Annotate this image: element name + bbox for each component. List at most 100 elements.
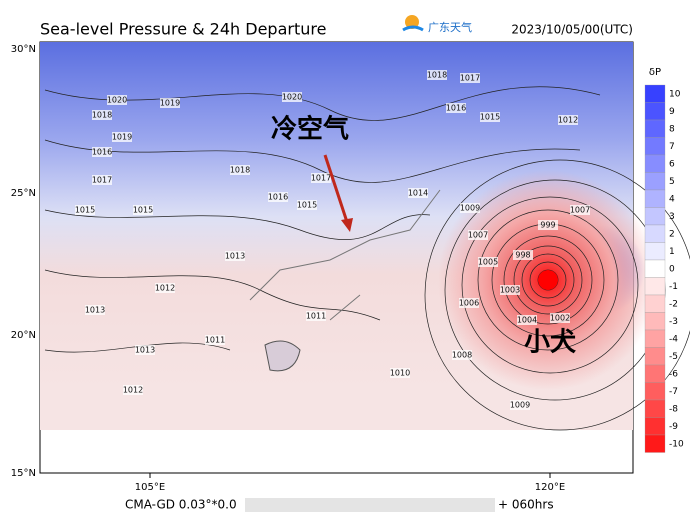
contour-label-bg	[570, 205, 590, 215]
contour-label: 1020	[282, 93, 302, 102]
colorbar-tick-label: 3	[669, 212, 675, 222]
lat-label: 20°N	[11, 330, 36, 341]
contour-label-bg	[282, 92, 302, 102]
contour-label-bg	[468, 230, 488, 240]
contour-label-bg	[205, 335, 225, 345]
hainan-island	[264, 340, 301, 372]
colorbar-tick-label: 7	[669, 142, 675, 152]
contour-label-bg	[513, 250, 533, 260]
contour-label: 1003	[500, 286, 520, 295]
contour-label: 1018	[230, 166, 250, 175]
contour-label-bg	[452, 350, 472, 360]
colorbar-cell	[644, 224, 666, 243]
contour-label-bg	[550, 313, 570, 323]
contour-label: 1015	[133, 206, 153, 215]
contour-label: 1020	[107, 96, 127, 105]
contour-label: 1017	[92, 176, 112, 185]
contour-label-bg	[92, 175, 112, 185]
colorbar-cell	[644, 277, 666, 296]
contour-label: 1016	[446, 104, 466, 113]
contour-label: 1018	[92, 111, 112, 120]
contour-label-bg	[306, 311, 326, 321]
contour-label-bg	[160, 98, 180, 108]
contour-label: 1012	[155, 284, 175, 293]
colorbar-cell	[644, 329, 666, 348]
colorbar-cell	[644, 294, 666, 313]
contour-label: 1002	[550, 314, 570, 323]
colorbar-tick-label: 10	[669, 89, 681, 99]
contour-label: 1013	[135, 346, 155, 355]
lon-label: 105°E	[135, 482, 165, 493]
contour-label: 999	[540, 221, 555, 230]
contour-label-bg	[92, 147, 112, 157]
contour-label-bg	[460, 73, 480, 83]
colorbar-tick-label: -5	[669, 352, 678, 362]
contour-label: 1010	[390, 369, 410, 378]
colorbar-cell	[644, 207, 666, 226]
colorbar-tick-label: -6	[669, 369, 678, 379]
contour-label-bg	[297, 200, 317, 210]
lat-label: 25°N	[11, 188, 36, 199]
contour-label: 1015	[75, 206, 95, 215]
colorbar-tick-label: 9	[669, 107, 675, 117]
cold-air-label: 冷空气	[271, 114, 349, 145]
contour-label: 1012	[558, 116, 578, 125]
contour-label-bg	[478, 257, 498, 267]
lon-label: 120°E	[535, 482, 565, 493]
contour-label-bg	[510, 400, 530, 410]
contour-label-bg	[408, 188, 428, 198]
colorbar-tick-label: -2	[669, 299, 678, 309]
colorbar-cell	[644, 434, 666, 453]
colorbar-cell	[644, 84, 666, 103]
lat-label: 30°N	[11, 44, 36, 55]
colorbar-cell	[644, 102, 666, 121]
contour-label-bg	[155, 283, 175, 293]
contour-label: 998	[515, 251, 530, 260]
contour-label: 1007	[570, 206, 590, 215]
contour-label: 1017	[460, 74, 480, 83]
colorbar-cell	[644, 189, 666, 208]
title: Sea-level Pressure & 24h Departure	[40, 20, 326, 39]
colorbar-tick-label: 2	[669, 229, 675, 239]
colorbar-cell	[644, 399, 666, 418]
contour-label: 1007	[468, 231, 488, 240]
colorbar-tick-label: 5	[669, 177, 675, 187]
colorbar-tick-label: 6	[669, 159, 675, 169]
lat-label: 15°N	[11, 468, 36, 479]
colorbar-tick-label: 4	[669, 194, 675, 204]
contour-label-bg	[133, 205, 153, 215]
colorbar-cell	[644, 347, 666, 366]
colorbar-cell	[644, 417, 666, 436]
contour-label: 1011	[306, 312, 326, 321]
contour-label: 1005	[478, 258, 498, 267]
typhoon-center	[538, 270, 558, 290]
colorbar-cell	[644, 137, 666, 156]
contour-label-bg	[123, 385, 143, 395]
contour-label-bg	[390, 368, 410, 378]
colorbar-cell	[644, 154, 666, 173]
contour-label: 1013	[85, 306, 105, 315]
colorbar-tick-label: 0	[669, 264, 675, 274]
logo-icon	[405, 15, 419, 29]
contour-label-bg	[135, 345, 155, 355]
datetime: 2023/10/05/00(UTC)	[511, 23, 633, 37]
contour-label-bg	[558, 115, 578, 125]
contour-label: 1015	[480, 113, 500, 122]
contour-label-bg	[459, 298, 479, 308]
colorbar-tick-label: -1	[669, 282, 678, 292]
contour-label: 1012	[123, 386, 143, 395]
colorbar-tick-label: -3	[669, 317, 678, 327]
contour-label-bg	[92, 110, 112, 120]
contour-label-bg	[230, 165, 250, 175]
colorbar-cell	[644, 259, 666, 278]
colorbar-cell	[644, 382, 666, 401]
colorbar-tick-label: -8	[669, 404, 678, 414]
obscured-text	[245, 498, 495, 512]
footer-left: CMA-GD 0.03°*0.0	[125, 498, 237, 512]
colorbar-cell	[644, 312, 666, 331]
contour-label: 1009	[460, 204, 480, 213]
contour-label: 1006	[459, 299, 479, 308]
colorbar-tick-label: 8	[669, 124, 675, 134]
